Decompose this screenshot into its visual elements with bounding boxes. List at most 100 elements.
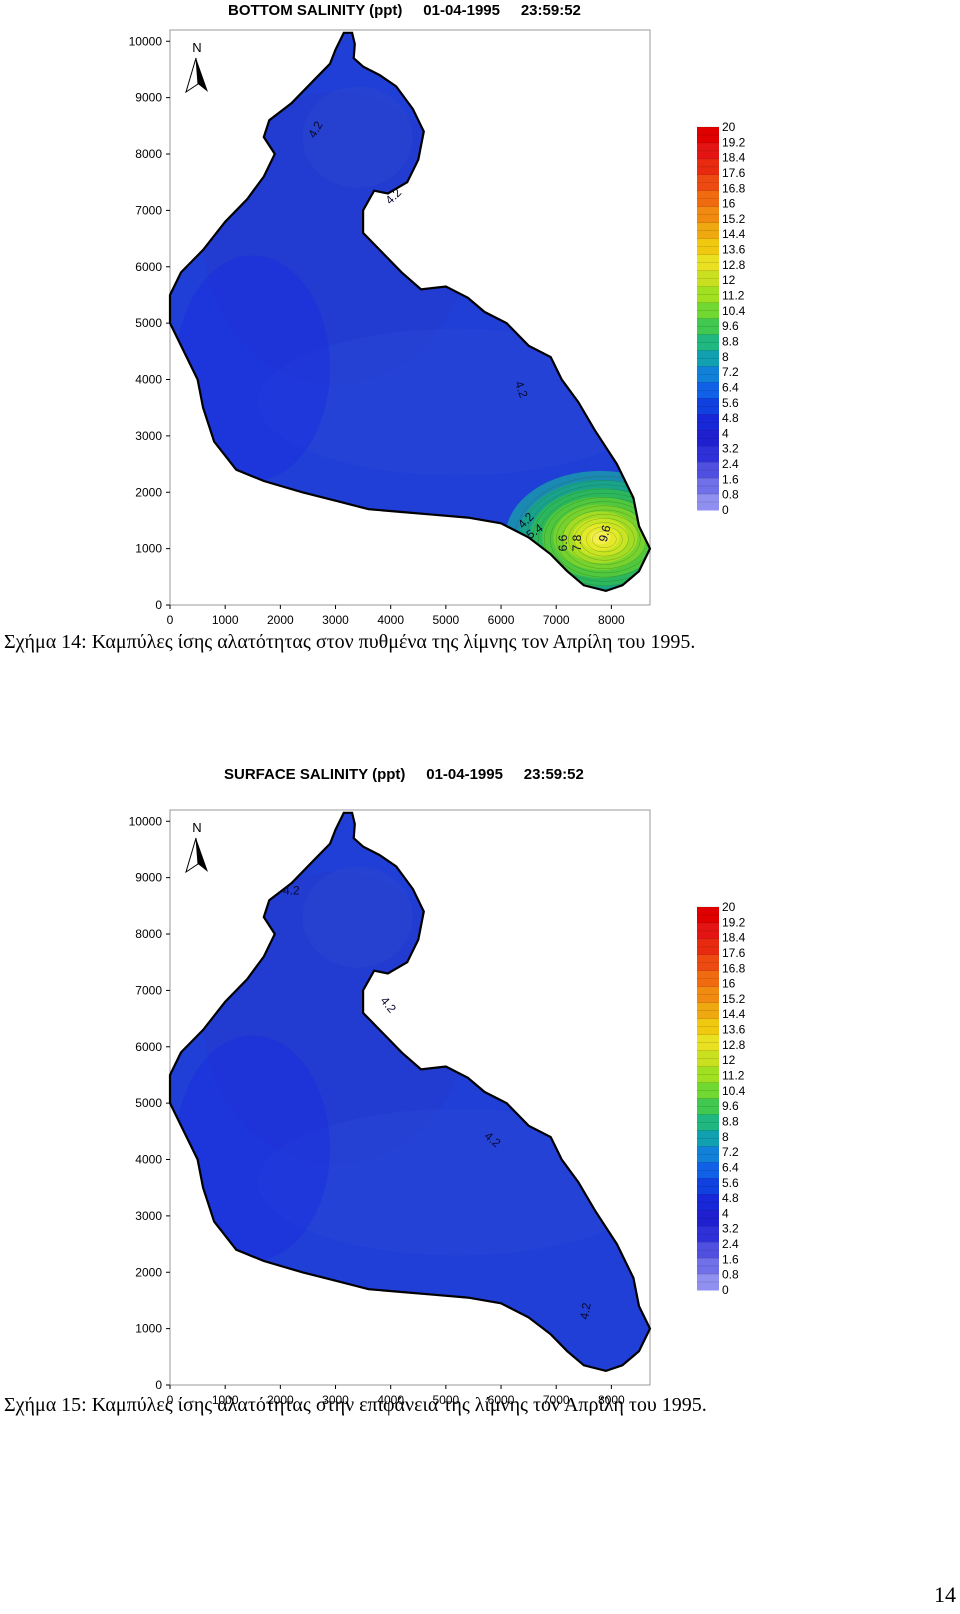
colorbar-label: 3.2	[722, 1222, 739, 1236]
colorbar-segment	[697, 318, 719, 335]
colorbar-label: 19.2	[722, 915, 746, 929]
y-tick-label: 0	[155, 1378, 162, 1392]
colorbar-label: 5.6	[722, 396, 739, 410]
colorbar-segment	[697, 174, 719, 192]
figure-surface-salinity: SURFACE SALINITY (ppt) 01-04-1995 23:59:…	[0, 766, 960, 1480]
colorbar-segment	[697, 127, 719, 144]
colorbar-label: 2.4	[722, 457, 739, 471]
hotspot-isoline	[550, 501, 650, 578]
colorbar-label: 3.2	[722, 442, 739, 456]
x-tick-label: 5000	[433, 613, 460, 627]
y-tick-label: 9000	[135, 871, 162, 885]
x-tick-label: 8000	[598, 613, 625, 627]
north-label: N	[192, 820, 201, 835]
colorbar-segment	[697, 350, 719, 367]
colorbar-label: 18.4	[722, 151, 746, 165]
y-tick-label: 6000	[135, 260, 162, 274]
colorbar-segment	[697, 1050, 719, 1068]
contour-band	[175, 255, 330, 481]
figure-bottom-salinity: BOTTOM SALINITY (ppt) 01-04-1995 23:59:5…	[0, 0, 960, 700]
hotspot-isoline	[544, 497, 650, 582]
lake-salinity-field	[170, 32, 650, 591]
colorbar-segment	[697, 1002, 719, 1020]
colorbar-segment	[697, 1242, 719, 1259]
x-tick-label: 4000	[377, 1393, 404, 1405]
colorbar-label: 7.2	[722, 1145, 739, 1159]
lake-outline	[168, 31, 652, 593]
colorbar-label: 20	[722, 900, 736, 914]
colorbar-label: 10.4	[722, 304, 746, 318]
x-tick-label: 3000	[322, 613, 349, 627]
x-tick-label: 1000	[212, 1393, 239, 1405]
y-tick-label: 2000	[135, 485, 162, 499]
colorbar-segment	[697, 286, 719, 304]
colorbar-segment	[697, 1210, 719, 1227]
colorbar-segment	[697, 366, 719, 383]
colorbar-label: 11.2	[722, 1069, 745, 1083]
colorbar-label: 16	[722, 977, 736, 991]
colorbar-label: 0	[722, 1283, 729, 1297]
colorbar-label: 13.6	[722, 243, 746, 257]
colorbar-label: 4	[722, 1206, 729, 1220]
lake-salinity-field	[170, 812, 650, 1371]
colorbar-label: 14.4	[722, 1007, 746, 1021]
salinity-map-plot: 0 1000 2000 3000 4000 5000 6000 7000 8000 0 1000 20…	[129, 29, 746, 627]
x-tick-label: 2000	[267, 1393, 294, 1405]
colorbar-label: 6.4	[722, 1160, 739, 1174]
colorbar-segment	[697, 206, 719, 224]
contour-label: 9.6	[596, 523, 614, 543]
colorbar-label: 12.8	[722, 258, 746, 272]
colorbar-segment	[697, 1098, 719, 1115]
colorbar-segment	[697, 1146, 719, 1163]
colorbar-segment	[697, 430, 719, 447]
figure-caption: Σχήμα 15: Καμπύλες ίσης αλατότητας στην …	[4, 1394, 707, 1416]
colorbar-label: 7.2	[722, 365, 739, 379]
y-tick-label: 7000	[135, 983, 162, 997]
colorbar-segment	[697, 986, 719, 1004]
colorbar-segment	[697, 494, 719, 511]
colorbar-segment	[697, 1066, 719, 1084]
y-tick-label: 8000	[135, 147, 162, 161]
colorbar-label: 8.8	[722, 334, 739, 348]
colorbar-segment	[697, 238, 719, 256]
colorbar-label: 15.2	[722, 992, 746, 1006]
colorbar-label: 5.6	[722, 1176, 739, 1190]
colorbar-segment	[697, 270, 719, 288]
colorbar-label: 16.8	[722, 961, 746, 975]
colorbar-segment	[697, 1082, 719, 1099]
contour-band	[175, 1035, 330, 1261]
hotspot-isoline	[568, 513, 641, 565]
figure-caption: Σχήμα 14: Καμπύλες ίσης αλατότητας στον …	[4, 631, 696, 653]
colorbar-segment	[697, 462, 719, 479]
colorbar-segment	[697, 1114, 719, 1131]
y-tick-label: 3000	[135, 429, 162, 443]
y-tick-label: 5000	[135, 316, 162, 330]
colorbar-segment	[697, 1194, 719, 1211]
contour-label: 4.2	[512, 379, 531, 400]
colorbar-segment	[697, 907, 719, 924]
colorbar-segment	[697, 254, 719, 272]
x-tick-label: 5000	[433, 1393, 460, 1405]
colorbar-segment	[697, 1274, 719, 1291]
x-tick-label: 6000	[488, 613, 515, 627]
lake-outline	[168, 811, 652, 1373]
y-tick-label: 5000	[135, 1096, 162, 1110]
x-tick-label: 7000	[543, 613, 570, 627]
colorbar-segment	[697, 1130, 719, 1147]
colorbar-segment	[697, 302, 719, 319]
colorbar-segment	[697, 478, 719, 495]
colorbar-label: 18.4	[722, 931, 746, 945]
colorbar-label: 12	[722, 273, 736, 287]
north-label: N	[192, 40, 201, 55]
colorbar-label: 15.2	[722, 212, 746, 226]
colorbar-segment	[697, 158, 719, 176]
x-tick-label: 8000	[598, 1393, 625, 1405]
colorbar-segment	[697, 1034, 719, 1052]
hotspot-isoline	[580, 522, 629, 557]
colorbar-label: 4	[722, 426, 729, 440]
y-tick-label: 7000	[135, 203, 162, 217]
x-tick-label: 0	[167, 613, 174, 627]
colorbar-segment	[697, 922, 719, 940]
colorbar-label: 9.6	[722, 1099, 739, 1113]
hotspot-isoline	[592, 530, 617, 548]
